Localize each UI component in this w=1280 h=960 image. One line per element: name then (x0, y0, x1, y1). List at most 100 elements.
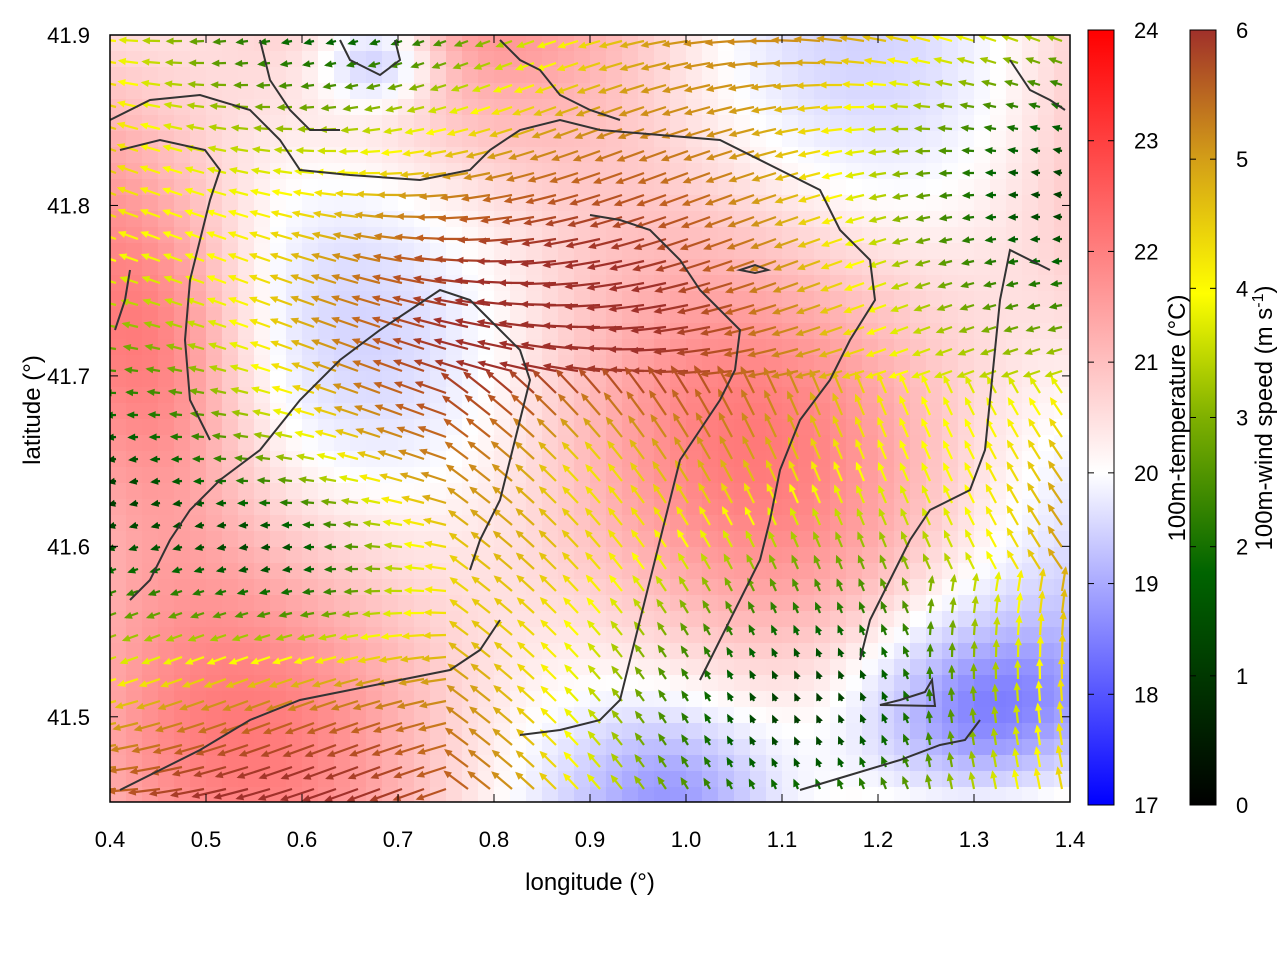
temperature-cell (734, 195, 751, 212)
wind-arrow-head (956, 371, 966, 379)
temperature-cell (910, 723, 927, 740)
temperature-cell (1054, 291, 1070, 308)
temperature-cell (990, 403, 1007, 420)
wind-arrow-head (653, 368, 662, 376)
temperature-cell (942, 67, 959, 84)
temperature-cell (798, 419, 815, 436)
wind-arrow-head (632, 264, 641, 272)
temperature-cell (974, 691, 991, 708)
temperature-cell (110, 531, 127, 548)
wind-arrow-head (794, 372, 804, 379)
temperature-cell (686, 515, 703, 532)
wind-arrow-head (446, 487, 456, 495)
temperature-cell (654, 67, 671, 84)
temperature-cell (286, 259, 303, 276)
temperature-cell (926, 211, 943, 228)
wind-arrow-head (921, 374, 929, 383)
wind-arrow-head (985, 461, 993, 471)
temperature-cell (462, 755, 479, 772)
wind-arrow-head (796, 104, 805, 113)
wind-arrow-head (670, 365, 679, 374)
wind-arrow-head (1027, 439, 1036, 449)
wind-arrow-head (501, 217, 510, 225)
wind-arrow-head (488, 130, 498, 138)
temperature-cell (798, 99, 815, 116)
temperature-cell (894, 51, 911, 68)
temperature-cell (846, 131, 863, 148)
temperature-cell (990, 35, 1007, 52)
wind-arrow-head (397, 192, 406, 200)
temperature-cell (126, 243, 143, 260)
temperature-cell (654, 419, 671, 436)
wind-arrow-head (984, 213, 994, 221)
wind-arrow-head (310, 339, 320, 346)
temperature-cell (526, 307, 543, 324)
temperature-cell (334, 51, 351, 68)
temperature-cell (462, 307, 479, 324)
temperature-cell (622, 707, 639, 724)
wind-arrow-head (795, 329, 804, 337)
wind-arrow-head (844, 171, 854, 179)
temperature-cell (494, 195, 511, 212)
temperature-cell (510, 515, 527, 532)
temperature-cell (398, 35, 415, 52)
temperature-cell (542, 387, 559, 404)
temperature-cell (878, 259, 895, 276)
wind-arrow-head (891, 215, 901, 223)
wind-arrow-head (418, 192, 427, 201)
temperature-cell (974, 595, 991, 612)
temperature-cell (814, 435, 831, 452)
temperature-cell (590, 467, 607, 484)
wind-arrow-head (921, 462, 929, 471)
temperature-cell (366, 707, 383, 724)
temperature-cell (302, 547, 319, 564)
temperature-cell (606, 467, 623, 484)
temperature-cell (286, 307, 303, 324)
temperature-cell (526, 339, 543, 356)
temperature-cell (654, 51, 671, 68)
wind-arrow-head (700, 307, 710, 315)
wind-arrow-head (842, 328, 852, 336)
wind-arrow-head (320, 104, 329, 112)
wind-arrow-head (269, 318, 279, 325)
temperature-cell (862, 83, 879, 100)
wind-arrow-head (960, 258, 970, 266)
temperature-cell (1022, 243, 1039, 260)
temperature-cell (1038, 787, 1055, 802)
wind-arrow-head (899, 439, 907, 449)
wind-arrow-head (150, 499, 160, 507)
temperature-cell (382, 115, 399, 132)
temperature-cell (686, 371, 703, 388)
temperature-cell (542, 515, 559, 532)
temperature-cell (686, 307, 703, 324)
wind-arrow-head (765, 459, 773, 469)
wind-arrow-head (809, 391, 817, 401)
temperature-cell (510, 659, 527, 676)
temperature-cell (862, 147, 879, 164)
temperature-cell (350, 483, 367, 500)
wind-arrow-head (467, 129, 477, 137)
temperature-cell (894, 131, 911, 148)
temperature-cell (1054, 83, 1070, 100)
temperature-cell (734, 291, 751, 308)
temperature-cell (750, 787, 767, 802)
temperature-cell (142, 387, 159, 404)
temperature-cell (734, 131, 751, 148)
temperature-cell (110, 547, 127, 564)
temperature-cell (1038, 99, 1055, 116)
temperature-cell (334, 755, 351, 772)
temperature-cell (606, 291, 623, 308)
temperature-cell (1022, 515, 1039, 532)
wind-arrow-head (961, 236, 970, 244)
temperature-cell (862, 291, 879, 308)
wind-arrow-head (281, 543, 291, 551)
temperature-cell (478, 179, 495, 196)
temperature-cell (174, 195, 191, 212)
temperature-cell (190, 51, 207, 68)
wind-arrow-head (680, 221, 690, 229)
temperature-cell (878, 67, 895, 84)
temperature-cell (1022, 387, 1039, 404)
temperature-cell (862, 131, 879, 148)
temperature-cell (302, 643, 319, 660)
temperature-cell (158, 67, 175, 84)
